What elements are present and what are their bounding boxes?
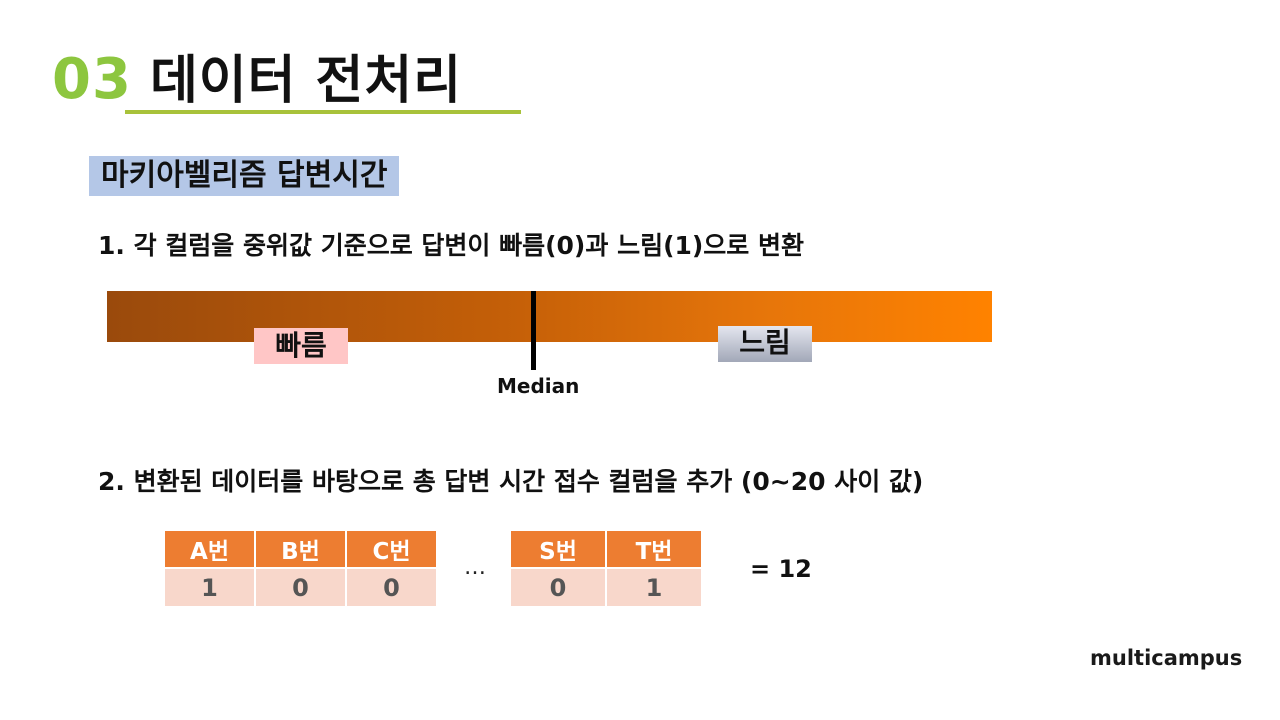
table-header-row: A번 B번 C번	[165, 531, 436, 567]
median-label: Median	[497, 374, 580, 398]
fast-label: 빠름	[254, 328, 348, 364]
table-cell: 0	[256, 567, 345, 606]
answer-table-right: S번 T번 0 1	[509, 531, 703, 606]
table-cell: 0	[347, 567, 436, 606]
answer-table-left: A번 B번 C번 1 0 0	[163, 531, 438, 606]
multicampus-logo: multicampus	[1090, 646, 1243, 670]
table-header-cell: T번	[607, 531, 701, 567]
sum-result: = 12	[750, 555, 812, 583]
ellipsis: …	[464, 555, 486, 580]
step-2-text: 2. 변환된 데이터를 바탕으로 총 답변 시간 접수 컬럼을 추가 (0~20…	[98, 467, 924, 496]
table-cell: 1	[607, 567, 701, 606]
table-header-row: S번 T번	[511, 531, 701, 567]
speed-gradient-bar	[107, 291, 992, 342]
slide-title: 03 데이터 전처리	[52, 38, 462, 112]
table-header-cell: S번	[511, 531, 605, 567]
table-header-cell: C번	[347, 531, 436, 567]
table-row: 1 0 0	[165, 567, 436, 606]
table-cell: 1	[165, 567, 254, 606]
section-title: 데이터 전처리	[149, 51, 463, 111]
median-marker	[531, 291, 536, 370]
table-row: 0 1	[511, 567, 701, 606]
title-underline	[125, 110, 521, 114]
table-header-cell: B번	[256, 531, 345, 567]
table-header-cell: A번	[165, 531, 254, 567]
table-cell: 0	[511, 567, 605, 606]
section-number: 03	[52, 47, 132, 112]
step-1-text: 1. 각 컬럼을 중위값 기준으로 답변이 빠름(0)과 느림(1)으로 변환	[98, 231, 805, 260]
slow-label: 느림	[718, 326, 812, 362]
subtitle-label: 마키아벨리즘 답변시간	[89, 156, 400, 196]
